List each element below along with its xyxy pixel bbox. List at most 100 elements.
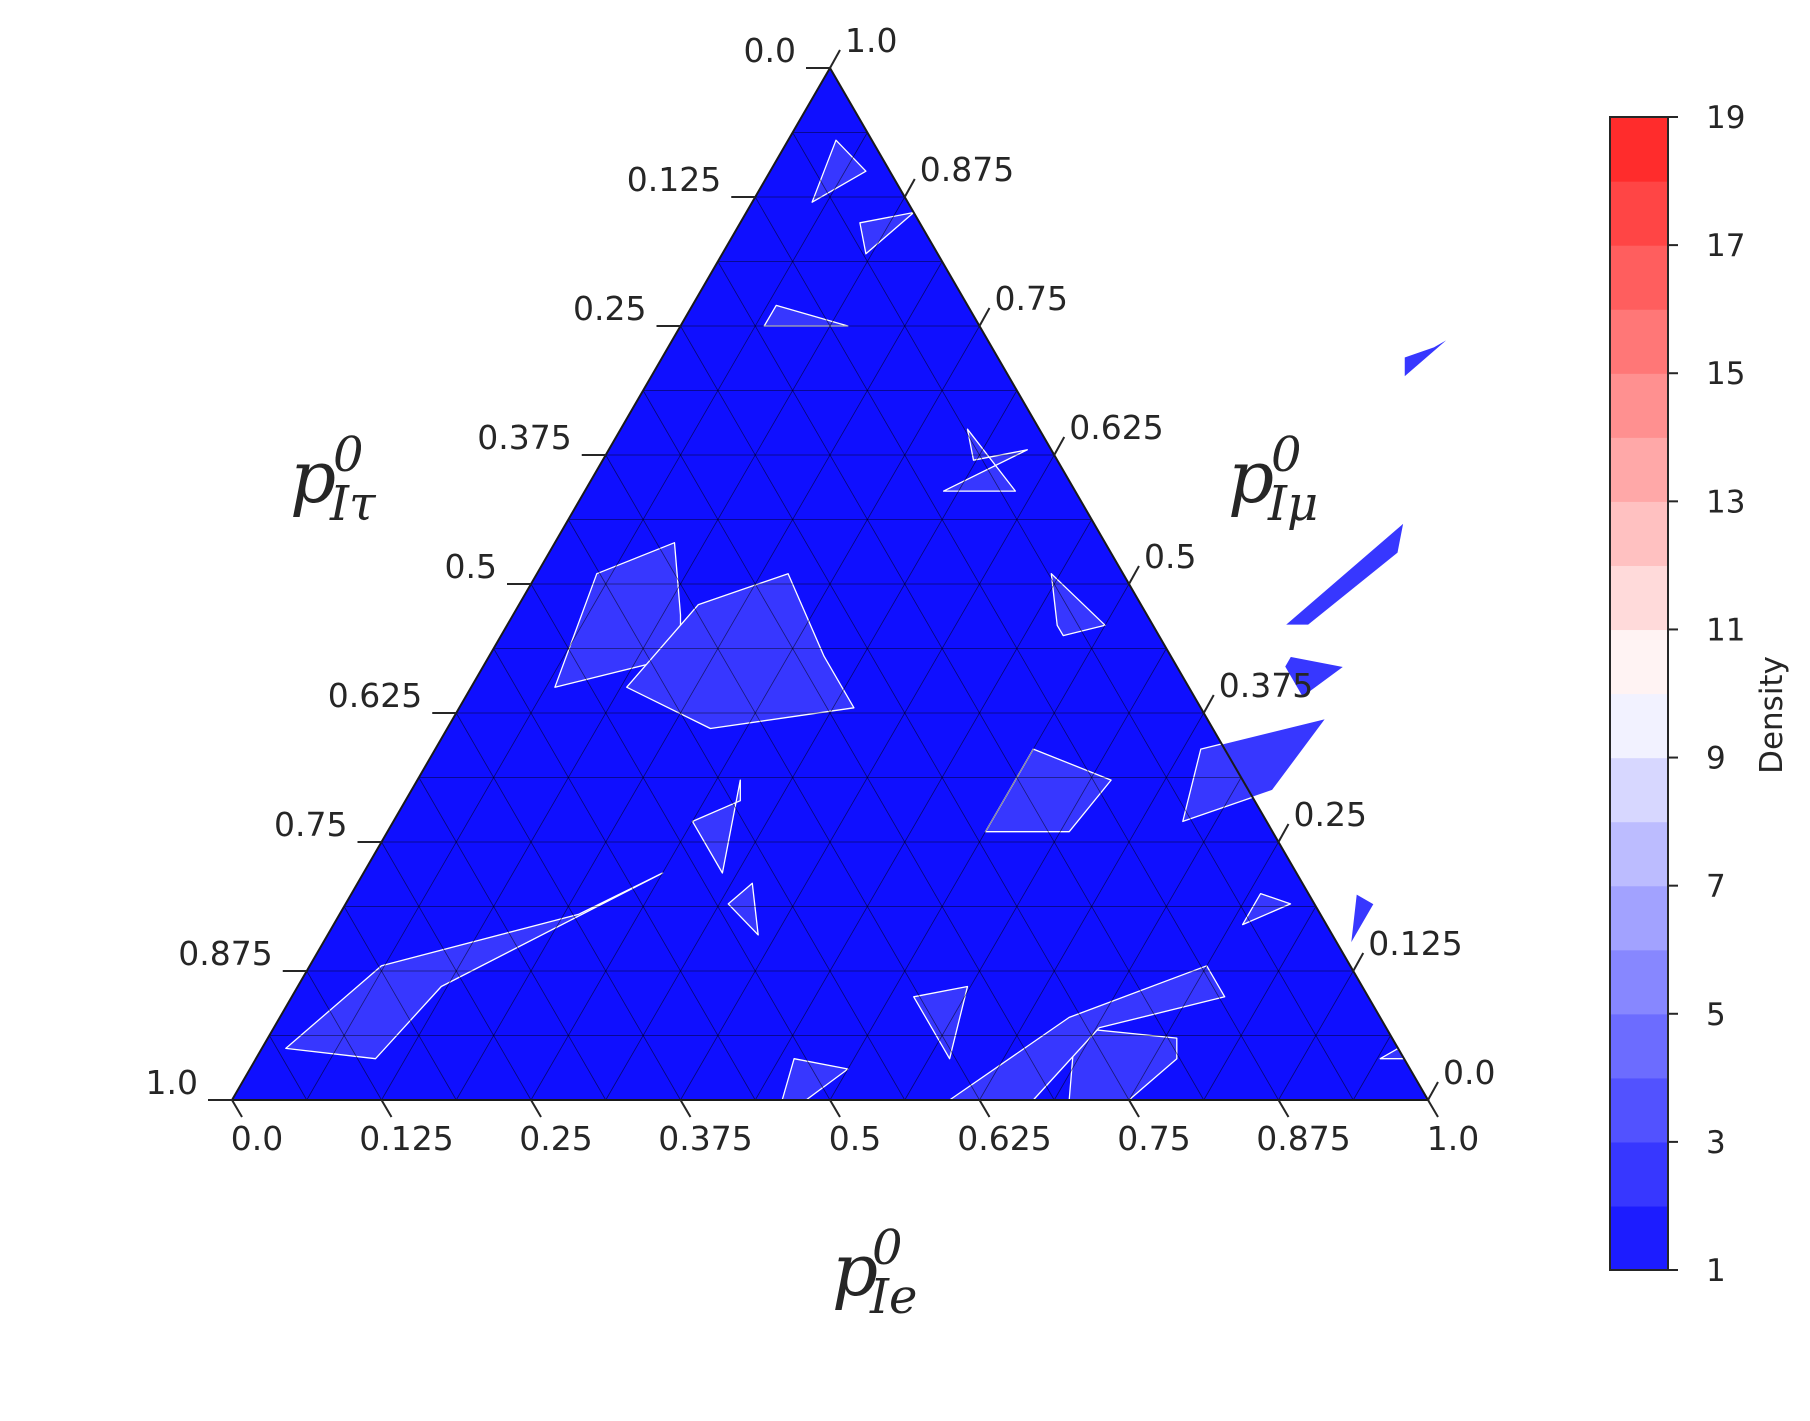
right-tick-mark — [1128, 565, 1140, 585]
colorbar-band — [1610, 501, 1668, 566]
right-tick-label: 1.0 — [845, 21, 897, 60]
axis-label-right-sup: 0 — [1271, 427, 1302, 483]
bottom-tick-mark — [679, 1099, 692, 1118]
right-tick-label: 0.5 — [1144, 537, 1196, 576]
bottom-tick-mark — [829, 1099, 841, 1118]
grid-line — [381, 841, 532, 1101]
left-tick-label: 0.0 — [744, 31, 796, 70]
grid-line — [1203, 906, 1317, 1101]
bottom-tick-label: 0.5 — [829, 1119, 881, 1158]
colorbar-frame — [1609, 116, 1669, 1271]
right-tick-mark — [1053, 436, 1066, 456]
bottom-tick-label: 0.875 — [1256, 1119, 1350, 1158]
colorbar-tick-label: 5 — [1706, 997, 1726, 1033]
axis-label-bottom: p 0 Ie — [832, 1220, 917, 1325]
left-tick-label: 0.375 — [477, 418, 571, 457]
axis-label-right-base: p — [1228, 435, 1274, 519]
grid-line — [455, 712, 681, 1101]
grid-line — [455, 261, 943, 1101]
grid-line — [1352, 1035, 1391, 1101]
colorbar-tick-label: 11 — [1706, 612, 1745, 648]
colorbar-band — [1610, 245, 1668, 310]
density-contour-region — [1403, 335, 1453, 379]
colorbar-band — [1610, 629, 1668, 695]
colorbar-band — [1610, 309, 1668, 374]
grid-line — [754, 519, 1092, 1101]
bottom-tick-mark — [1277, 1099, 1290, 1118]
colorbar-tick-label: 15 — [1706, 356, 1745, 392]
bottom-tick-label: 0.25 — [519, 1119, 592, 1158]
density-contour-region — [1349, 892, 1375, 946]
colorbar-band — [1610, 1077, 1668, 1143]
right-tick-mark — [978, 307, 991, 327]
axis-label-bottom-sub: Ie — [869, 1269, 917, 1325]
left-tick-label: 0.5 — [445, 547, 497, 586]
bottom-tick-label: 0.0 — [231, 1119, 283, 1158]
grid-line — [904, 648, 1167, 1101]
grid-line — [680, 325, 1130, 1101]
bottom-tick-label: 1.0 — [1427, 1119, 1479, 1158]
axis-label-left-sup: 0 — [333, 427, 364, 483]
colorbar-band — [1610, 437, 1668, 502]
axis-label-right: p 0 Iμ — [1228, 427, 1318, 532]
grid-line — [717, 261, 1205, 1101]
left-tick-label: 0.875 — [178, 934, 272, 973]
bottom-tick-mark — [1427, 1099, 1439, 1118]
colorbar-tick-label: 1 — [1706, 1253, 1726, 1289]
colorbar-band — [1610, 757, 1668, 823]
grid-line — [306, 970, 382, 1101]
bottom-tick-label: 0.75 — [1117, 1119, 1190, 1158]
axis-label-left-sub: Iτ — [329, 476, 377, 532]
bottom-tick-mark — [231, 1099, 243, 1118]
colorbar-tick-label: 9 — [1706, 741, 1726, 777]
ternary-ticks: 0.0 0.125 0.25 0.375 0.5 0.625 0.75 0.875 1.0 0.0… — [146, 21, 1496, 1158]
grid-lines — [269, 132, 1391, 1101]
density-contour-region — [1068, 1027, 1178, 1101]
left-tick-label: 1.0 — [146, 1063, 198, 1102]
left-tick-label: 0.125 — [627, 160, 721, 199]
grid-line — [754, 196, 1279, 1101]
colorbar-tick-label: 17 — [1706, 228, 1745, 264]
colorbar-band — [1610, 117, 1668, 182]
grid-line — [605, 390, 1018, 1101]
colorbar-band — [1610, 885, 1668, 951]
bottom-tick-label: 0.625 — [957, 1119, 1051, 1158]
colorbar-tick-label: 13 — [1706, 484, 1745, 520]
colorbar-band — [1610, 1013, 1668, 1079]
left-tick-label: 0.625 — [328, 676, 422, 715]
density-contour-region — [859, 211, 915, 255]
right-tick-label: 0.25 — [1294, 795, 1367, 834]
axis-label-bottom-sup: 0 — [872, 1220, 903, 1276]
density-contour-region — [1182, 717, 1327, 823]
right-tick-label: 0.125 — [1368, 924, 1462, 963]
ternary-plot-area — [230, 66, 1453, 1101]
colorbar-tick-label: 7 — [1706, 869, 1726, 905]
density-contour-region — [1241, 892, 1292, 926]
density-contour-region — [942, 428, 1028, 492]
bottom-tick-mark — [978, 1099, 991, 1118]
right-tick-label: 0.75 — [995, 279, 1068, 318]
grid-line — [530, 583, 831, 1101]
density-contour-region — [913, 985, 969, 1060]
axis-label-right-sub: Iμ — [1267, 476, 1318, 532]
bottom-tick-mark — [1128, 1099, 1140, 1118]
bottom-tick-label: 0.375 — [658, 1119, 752, 1158]
colorbar-band — [1610, 693, 1668, 759]
grid-line — [1053, 777, 1242, 1101]
grid-line — [343, 906, 457, 1101]
grid-line — [792, 132, 1354, 1101]
grid-line — [642, 390, 1055, 1101]
density-contour-region — [1283, 521, 1405, 626]
density-contour-region — [727, 882, 759, 936]
right-tick-mark — [903, 178, 916, 198]
colorbar-label: Density — [1754, 656, 1790, 774]
colorbar-band — [1610, 949, 1668, 1015]
density-contour-region — [1283, 655, 1345, 699]
bottom-tick-mark — [380, 1099, 393, 1118]
bottom-tick-label: 0.125 — [359, 1119, 453, 1158]
density-contour-region — [626, 573, 855, 730]
colorbar-band — [1610, 1141, 1668, 1207]
axis-label-left: p 0 Iτ — [290, 427, 377, 532]
